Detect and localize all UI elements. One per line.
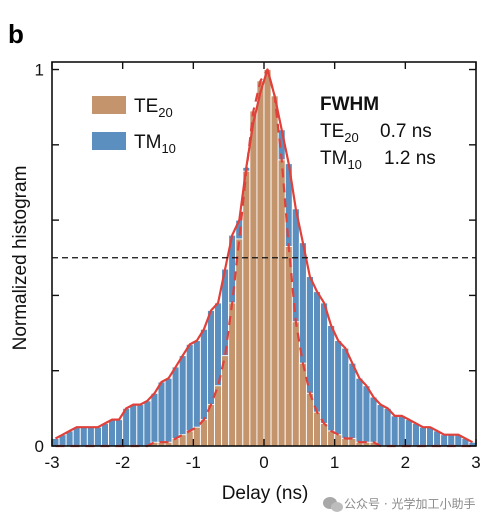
tm-bar: [327, 325, 336, 447]
te-bar: [185, 430, 194, 447]
tm-bar: [383, 407, 392, 447]
fwhm-row-te-name: TE: [320, 121, 344, 142]
tm-bar: [129, 404, 138, 447]
tm-bar: [101, 422, 109, 447]
tm-bar: [397, 415, 406, 447]
legend-swatch-tm: [92, 132, 126, 150]
y-tick-label: 1: [35, 61, 44, 80]
y-tick-label: 0: [35, 437, 44, 456]
tm-bar: [79, 426, 88, 447]
legend-label-te-main: TE: [134, 96, 158, 117]
te-bar: [305, 392, 314, 447]
tm-bar: [108, 419, 117, 447]
tm-bar: [136, 404, 145, 447]
watermark-text: 公众号 · 光学加工小助手: [344, 496, 475, 511]
legend-swatch-te: [92, 96, 126, 114]
legend-label-tm: TM10: [134, 132, 176, 156]
x-tick-label: -2: [115, 453, 130, 472]
tm-bar: [143, 400, 152, 447]
axis-ticks: -3 -2 -1 0 1 2 3 0 1: [35, 61, 481, 472]
tm-bar: [411, 422, 420, 447]
fwhm-row-tm-sub: 10: [347, 157, 361, 172]
te-bar: [320, 422, 329, 447]
legend-label-te-sub: 20: [158, 105, 172, 120]
te-bar: [235, 238, 244, 447]
x-axis-label: Delay (ns): [222, 483, 309, 504]
te-bar: [313, 411, 321, 447]
tm-bar: [362, 385, 371, 447]
x-tick-label: 3: [471, 453, 480, 472]
fwhm-title: FWHM: [320, 94, 379, 115]
tm-bar: [178, 355, 187, 447]
tm-bar: [115, 419, 124, 447]
x-tick-label: 0: [259, 453, 268, 472]
tm-bar: [171, 366, 180, 447]
te-bar: [334, 434, 343, 447]
legend: TE20 TM10: [92, 96, 176, 156]
tm-bar: [93, 426, 102, 447]
te-bar: [249, 110, 258, 447]
legend-label-te: TE20: [134, 96, 173, 120]
tm-bar: [404, 419, 413, 447]
tm-bar: [376, 404, 385, 447]
tm-bar: [51, 438, 60, 447]
tm-bar: [355, 377, 364, 447]
panel-label: b: [8, 19, 24, 49]
x-tick-label: -3: [44, 453, 59, 472]
fwhm-annotation: FWHM TE20 0.7 ns TM10 1.2 ns: [320, 94, 436, 172]
te-bar: [270, 95, 279, 447]
x-tick-label: 1: [330, 453, 339, 472]
tm-fit-curve: [54, 68, 474, 444]
legend-label-tm-sub: 10: [161, 141, 175, 156]
tm-bar: [72, 426, 81, 447]
tm-bar: [164, 377, 173, 447]
fwhm-row-te: TE20 0.7 ns: [320, 121, 432, 145]
tm-bar: [440, 434, 449, 447]
wechat-icon: [323, 497, 343, 512]
te-bar: [256, 80, 265, 447]
legend-label-tm-main: TM: [134, 132, 161, 153]
tm-bar: [369, 396, 378, 447]
x-tick-label: 2: [401, 453, 410, 472]
fwhm-row-tm: TM10 1.2 ns: [320, 148, 436, 172]
tm-bar: [426, 426, 435, 447]
tm-bar: [334, 340, 343, 447]
te-bar: [298, 362, 307, 447]
te-bar: [242, 170, 251, 447]
fwhm-row-tm-name: TM: [320, 148, 347, 169]
fwhm-row-tm-value: 1.2 ns: [384, 148, 436, 169]
y-axis-label: Normalized histogram: [10, 166, 31, 351]
fwhm-row-te-sub: 20: [344, 130, 358, 145]
tm-bar: [157, 381, 166, 447]
tm-bar: [447, 434, 456, 447]
watermark: 公众号 · 光学加工小助手: [323, 496, 475, 512]
fwhm-row-te-value: 0.7 ns: [380, 121, 432, 142]
te-bar: [192, 426, 201, 447]
tm-bar: [390, 415, 399, 447]
tm-bar: [419, 426, 427, 447]
tm-bar: [348, 362, 357, 447]
x-tick-label: -1: [186, 453, 201, 472]
tm-bar: [86, 426, 95, 447]
tm-bar: [341, 347, 350, 447]
tm-bar: [150, 392, 159, 447]
